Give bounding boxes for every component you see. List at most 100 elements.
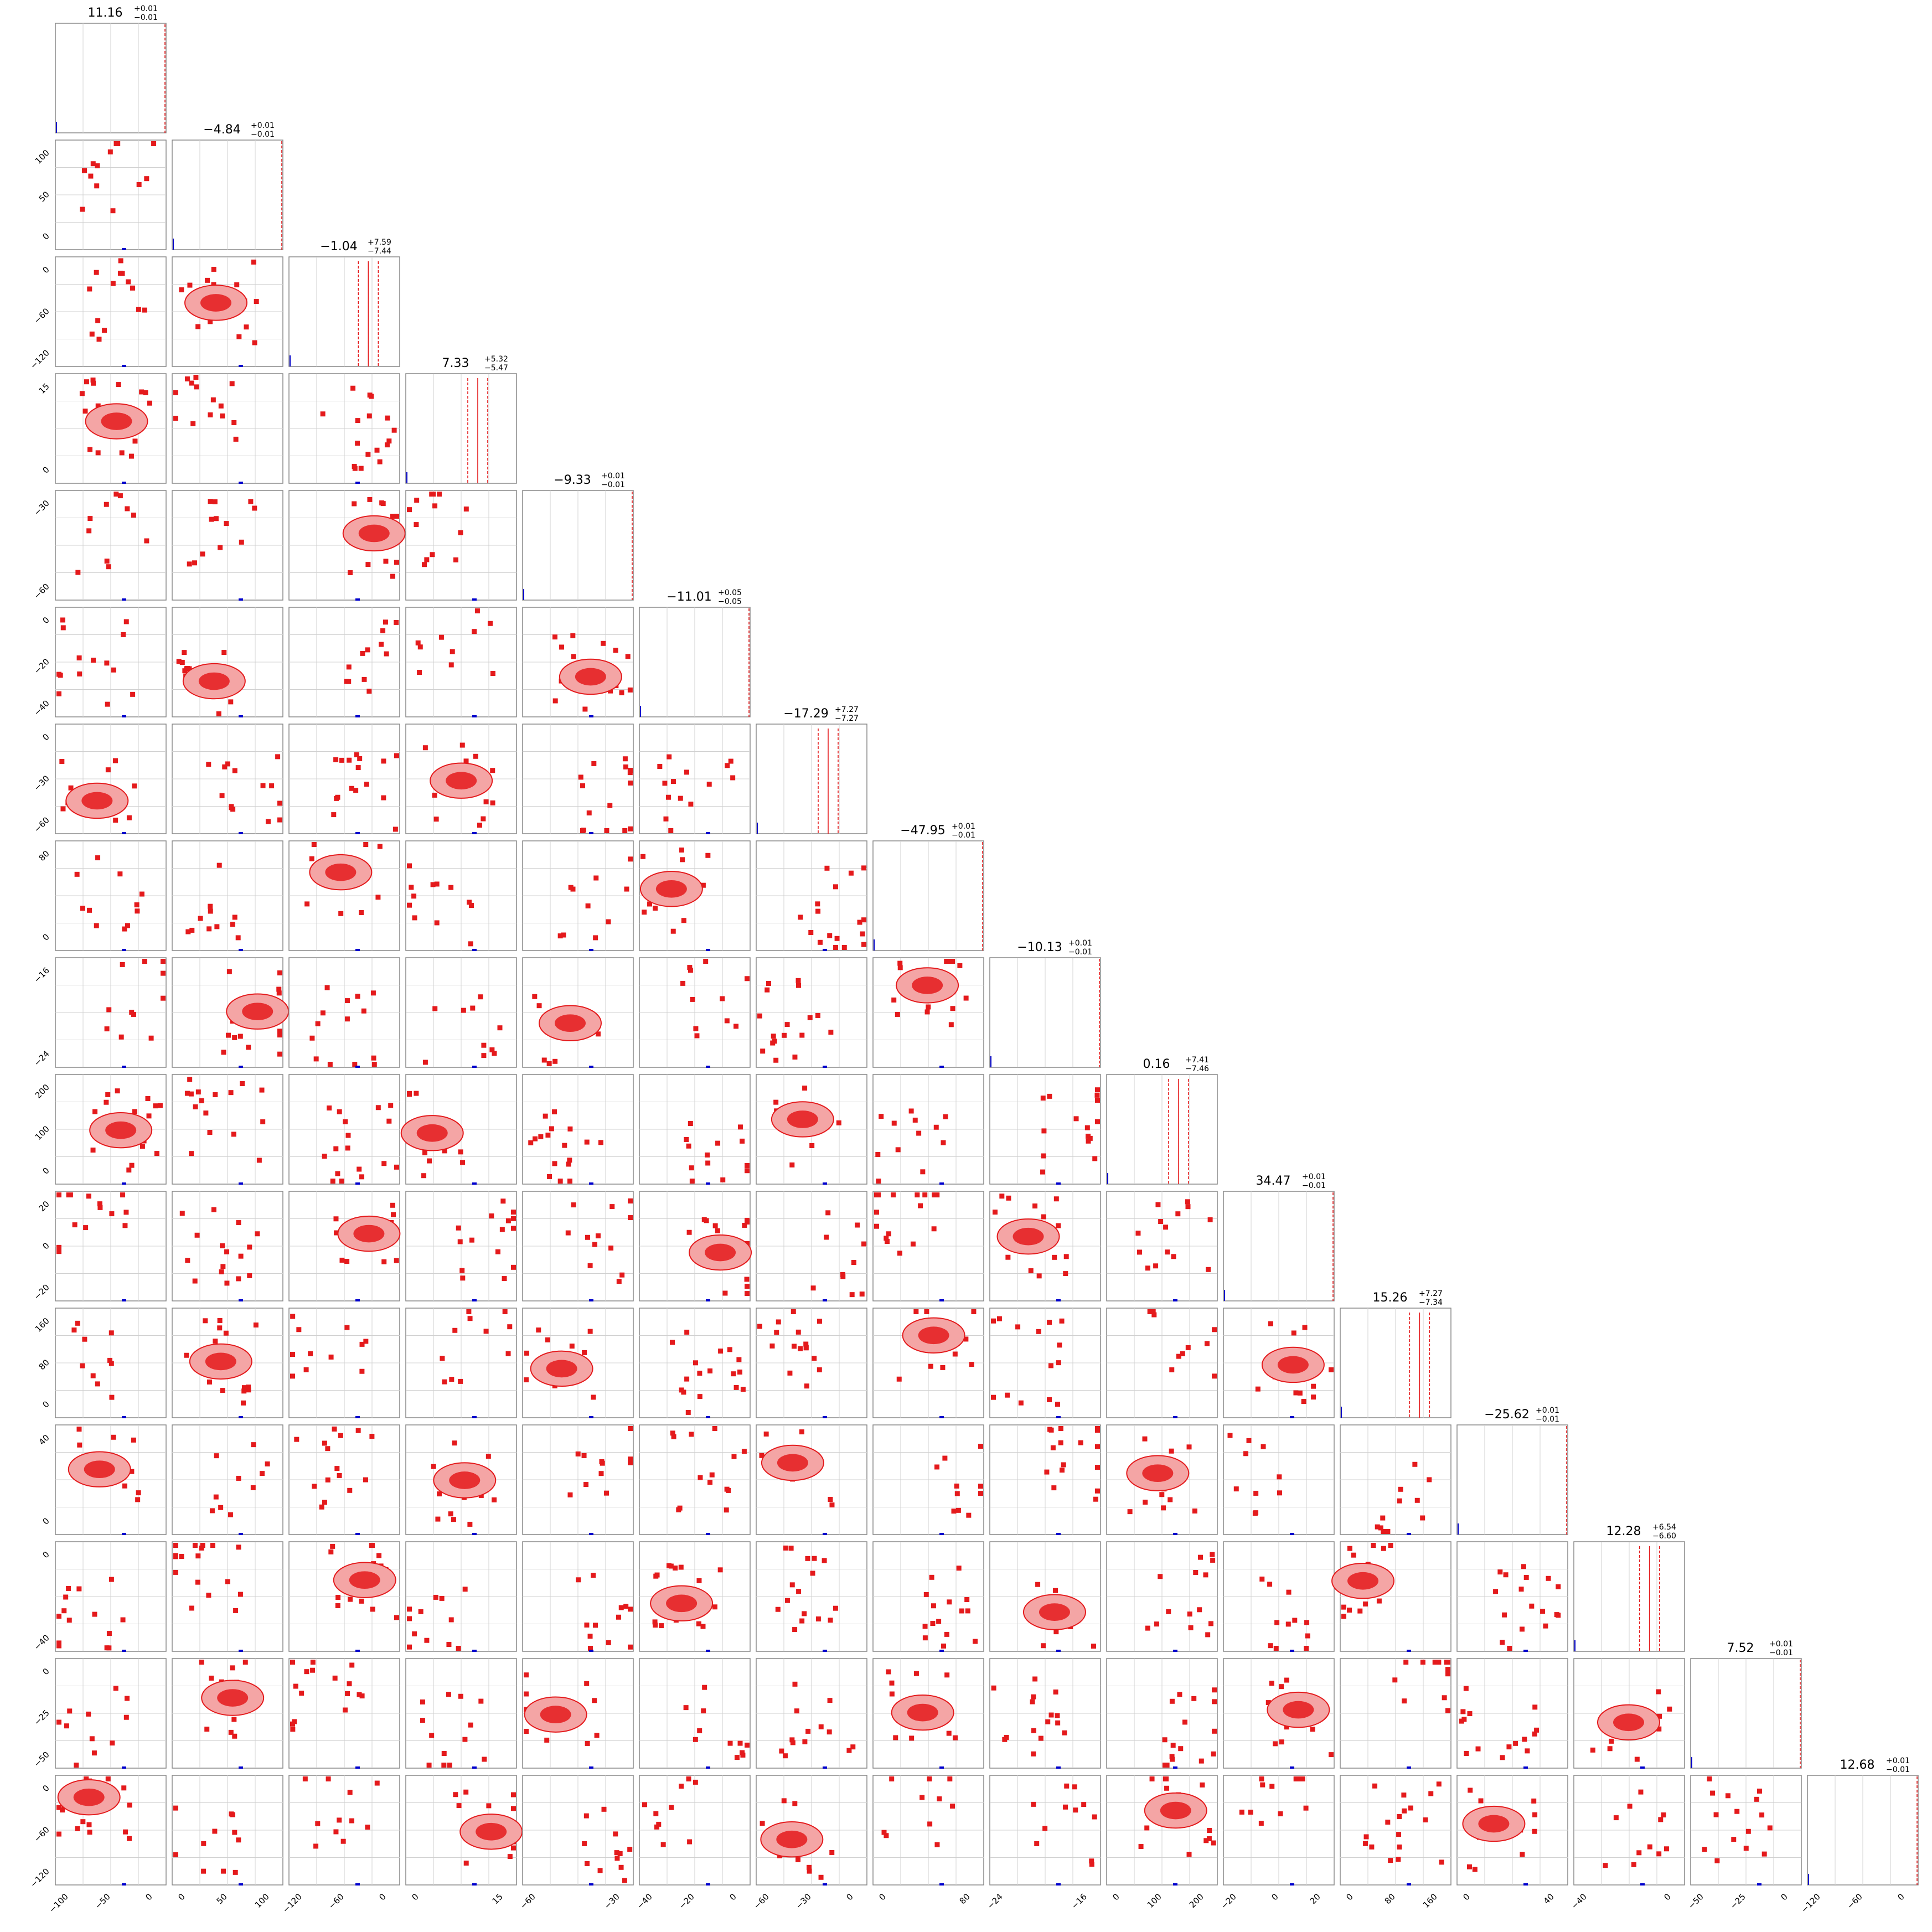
sample-point — [628, 1215, 633, 1221]
sample-point — [724, 1018, 730, 1024]
y-tick-label: −60 — [32, 1825, 51, 1844]
sample-point — [199, 1545, 204, 1551]
sample-point — [246, 1387, 251, 1393]
sample-point — [726, 1487, 731, 1493]
sample-point — [950, 1804, 955, 1809]
sample-point — [788, 1546, 794, 1551]
sample-point — [122, 1223, 128, 1228]
sample-point — [490, 671, 495, 676]
sample-point — [209, 516, 214, 522]
sample-point — [681, 918, 686, 923]
sample-point — [697, 1371, 702, 1376]
sample-point — [1304, 1646, 1309, 1651]
sample-point — [130, 691, 136, 697]
sample-point — [111, 667, 116, 673]
sample-point — [430, 552, 435, 557]
sample-point — [229, 1811, 234, 1817]
y-tick-label: 0 — [40, 1399, 51, 1409]
y-tick-label: −60 — [32, 581, 51, 601]
sample-point — [434, 881, 440, 887]
sample-point — [969, 1362, 974, 1367]
sample-point — [468, 941, 473, 947]
sample-point — [87, 1830, 92, 1835]
sample-point — [1165, 1249, 1170, 1255]
sample-point — [787, 1370, 793, 1376]
sample-point — [409, 885, 414, 890]
sample-point — [705, 1152, 710, 1158]
sample-point — [947, 1776, 953, 1781]
truth-marker — [239, 1533, 243, 1535]
sample-point — [337, 1473, 342, 1478]
truth-marker — [939, 1299, 944, 1301]
sample-point — [1463, 1686, 1469, 1691]
truth-marker — [1056, 1533, 1061, 1535]
sample-point — [1208, 1621, 1213, 1626]
sample-point — [930, 1621, 936, 1626]
truth-marker — [823, 1650, 827, 1652]
sample-point — [511, 1216, 516, 1221]
sample-point — [640, 854, 645, 859]
sample-point — [369, 1433, 375, 1439]
sample-point — [424, 1637, 430, 1643]
sample-point — [805, 1728, 811, 1734]
sample-point — [567, 1492, 573, 1497]
density-contour — [666, 1594, 698, 1613]
sample-point — [1502, 1612, 1507, 1618]
sample-point — [1656, 1689, 1661, 1695]
sample-point — [591, 1394, 596, 1400]
sample-point — [381, 795, 386, 800]
x-tick-label: 0 — [1895, 1892, 1906, 1902]
sample-point — [432, 503, 438, 509]
sample-point — [1432, 1660, 1438, 1665]
x-tick-label: 80 — [1383, 1892, 1397, 1906]
sample-point — [815, 908, 821, 914]
sample-point — [290, 1351, 295, 1357]
sample-point — [1310, 1727, 1315, 1732]
sample-point — [733, 1024, 739, 1029]
sample-point — [458, 1149, 463, 1155]
sample-point — [715, 1140, 721, 1146]
sample-point — [1062, 1730, 1067, 1735]
sample-point — [497, 1025, 503, 1031]
sample-point — [200, 1543, 205, 1548]
sample-point — [686, 1776, 691, 1781]
sample-point — [91, 658, 96, 663]
sample-point — [467, 1521, 473, 1527]
sample-point — [1745, 1828, 1751, 1834]
sample-point — [1205, 1632, 1211, 1637]
x-tick-label: −40 — [1569, 1892, 1589, 1911]
sample-point — [1233, 1486, 1239, 1492]
sample-point — [1004, 1734, 1009, 1740]
sample-point — [1198, 1554, 1203, 1560]
sample-point — [840, 1272, 845, 1277]
truth-marker — [1056, 1766, 1061, 1769]
density-contour — [416, 1124, 448, 1142]
sample-point — [309, 856, 314, 861]
x-tick-label: −120 — [281, 1892, 304, 1915]
sample-point — [1436, 1781, 1442, 1787]
sample-point — [1478, 1798, 1484, 1804]
sample-point — [1402, 1808, 1407, 1814]
sample-point — [194, 1232, 200, 1238]
sample-point — [776, 1319, 781, 1325]
sample-point — [571, 654, 576, 659]
sample-point — [724, 1507, 729, 1513]
sample-point — [628, 1606, 633, 1612]
truth-marker — [823, 949, 827, 951]
sample-point — [908, 1108, 914, 1114]
sample-point — [653, 905, 658, 911]
sample-point — [489, 1213, 494, 1218]
sample-point — [1187, 1611, 1192, 1617]
sample-point — [934, 1192, 940, 1197]
sample-point — [1285, 1621, 1291, 1627]
truth-marker — [122, 598, 126, 601]
y-tick-label: −60 — [32, 815, 51, 834]
sample-point — [1185, 1345, 1191, 1350]
sample-point — [1047, 1397, 1052, 1403]
sample-point — [1164, 1785, 1170, 1791]
sample-point — [511, 1792, 516, 1797]
sample-point — [303, 1367, 309, 1372]
sample-point — [1274, 1620, 1280, 1625]
sample-point — [276, 990, 282, 996]
sample-point — [802, 1086, 808, 1091]
